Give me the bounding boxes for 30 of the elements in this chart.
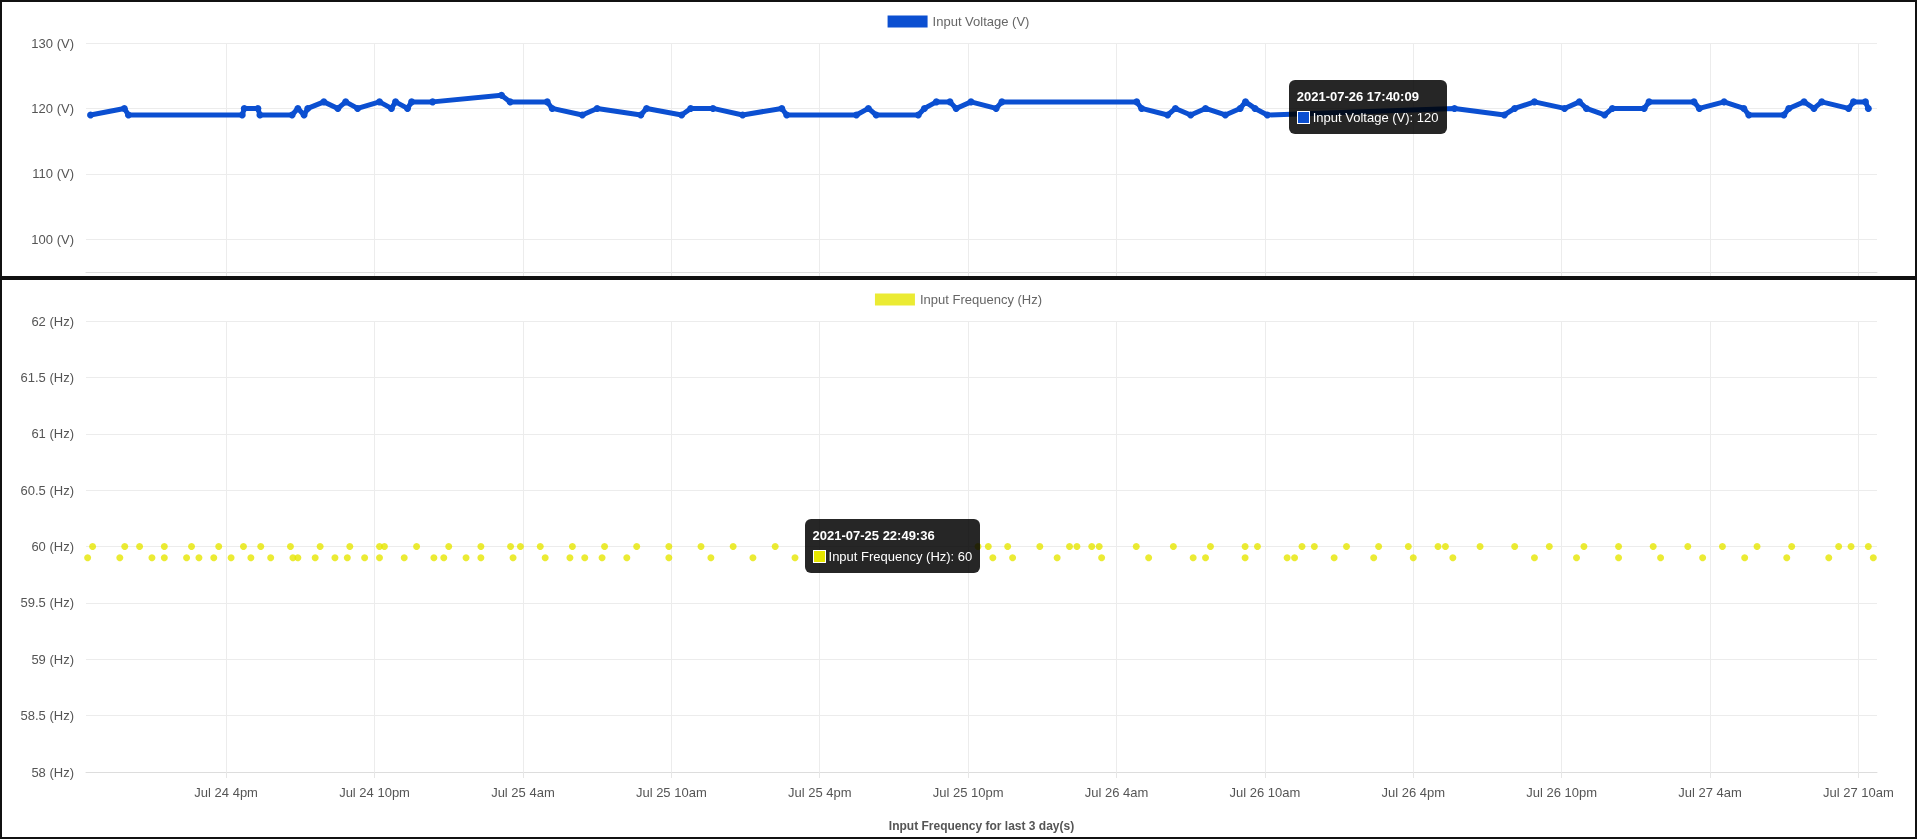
legend-label: Input Frequency (Hz): [919, 292, 1043, 307]
x-tick-label: Jul 26 10am: [1229, 785, 1301, 800]
y-tick-label: 59 (Hz): [31, 651, 74, 667]
x-axis-title: Input Frequency for last 3 day(s): [888, 819, 1075, 833]
y-tick-label: 62 (Hz): [31, 313, 74, 329]
y-tick-label: 110 (V): [32, 166, 74, 182]
x-tick-label: Jul 27 10am: [1823, 785, 1894, 800]
x-tick-label: Jul 25 4pm: [787, 785, 852, 800]
legend-label: Input Voltage (V): [932, 14, 1030, 29]
x-tick-label: Jul 25 10pm: [932, 785, 1004, 800]
y-tick-label: 60 (Hz): [31, 539, 74, 554]
x-tick-label: Jul 26 10pm: [1526, 785, 1598, 800]
x-tick-label: Jul 26 4am: [1084, 785, 1149, 800]
x-tick-label: Jul 26 4pm: [1381, 785, 1446, 800]
x-tick-label: Jul 25 10am: [635, 785, 707, 800]
y-tick-label: 100 (V): [31, 231, 74, 247]
annotation: 2021-07-25 22:49:36 Input Frequency (Hz): 60: [812, 526, 973, 566]
x-tick-label: Jul 27 4am: [1678, 785, 1742, 800]
x-tick-label: Jul 24 4pm: [194, 785, 258, 800]
x-tick-label: Jul 24 10pm: [339, 785, 410, 800]
y-tick-label: 120 (V): [31, 100, 74, 116]
annotation: 2021-07-26 17:40:09 Input Voltage (V): 120: [1296, 88, 1439, 128]
x-tick-label: Jul 25 4am: [491, 785, 555, 800]
y-tick-label: 130 (V): [31, 35, 74, 51]
y-tick-label: 59.5 (Hz): [20, 595, 74, 611]
y-tick-label: 61.5 (Hz): [20, 369, 74, 385]
y-tick-label: 60.5 (Hz): [20, 482, 74, 498]
y-tick-label: 58 (Hz): [31, 764, 74, 780]
y-tick-label: 61 (Hz): [31, 426, 74, 442]
y-tick-label: 58.5 (Hz): [20, 708, 74, 724]
